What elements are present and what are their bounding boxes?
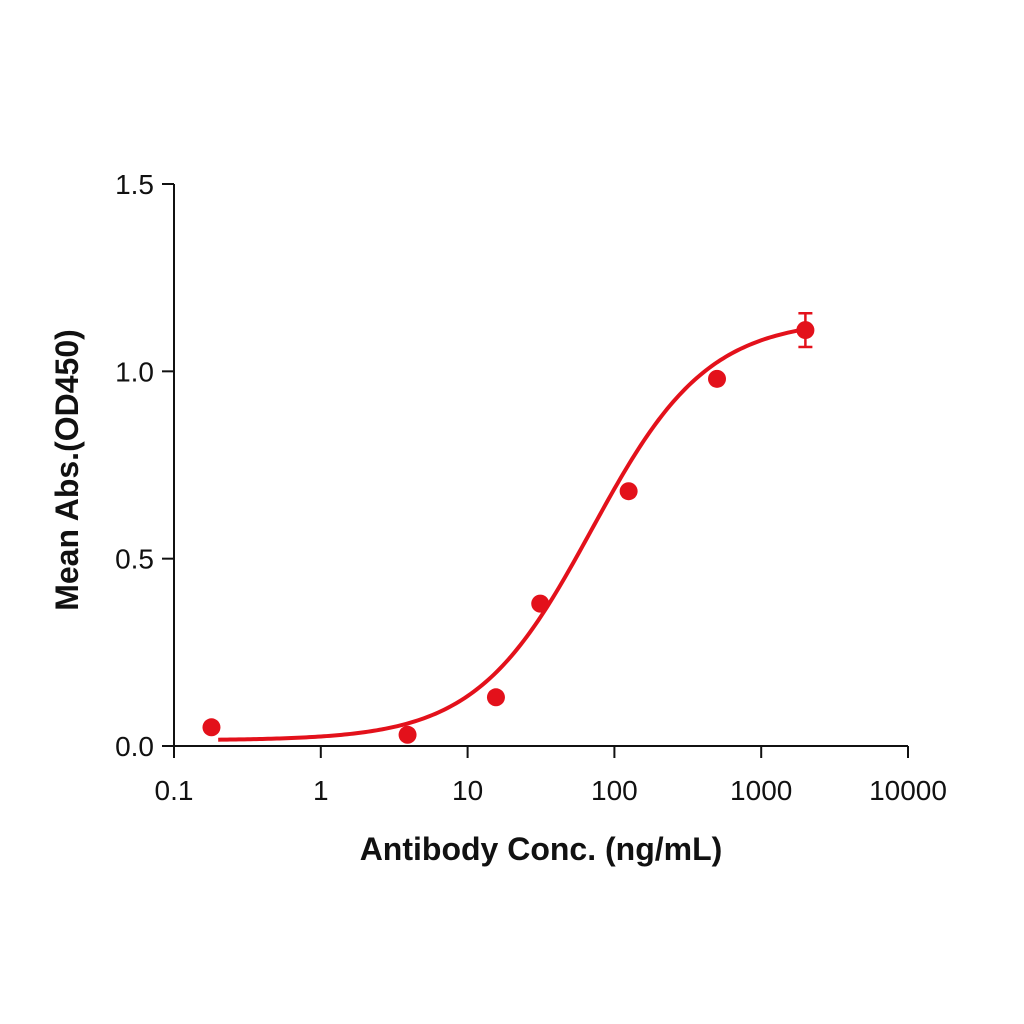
data-point: [202, 718, 221, 737]
y-tick-label: 1.0: [115, 356, 154, 387]
data-point: [796, 321, 815, 340]
axes: 0.0 0.5 1.0 1.5 0.1 1 10 100 1000 10000: [115, 169, 947, 806]
data-point: [619, 482, 638, 501]
y-tick-label: 0.5: [115, 544, 154, 575]
y-tick-label: 0.0: [115, 731, 154, 762]
data-point: [531, 594, 550, 613]
data-point: [398, 725, 417, 744]
x-tick-label: 0.1: [155, 775, 194, 806]
y-axis-title: Mean Abs.(OD450): [49, 329, 85, 611]
y-tick-label: 1.5: [115, 169, 154, 200]
fit-curve-layer: [218, 327, 806, 742]
x-axis-title: Antibody Conc. (ng/mL): [360, 831, 723, 867]
data-points-layer: [202, 312, 815, 744]
x-tick-label: 100: [591, 775, 638, 806]
x-tick-label: 1000: [730, 775, 792, 806]
fit-curve: [218, 327, 806, 742]
x-tick-label: 10000: [869, 775, 947, 806]
data-point: [708, 369, 727, 388]
data-point: [486, 688, 505, 707]
x-tick-label: 1: [313, 775, 329, 806]
x-tick-label: 10: [452, 775, 483, 806]
